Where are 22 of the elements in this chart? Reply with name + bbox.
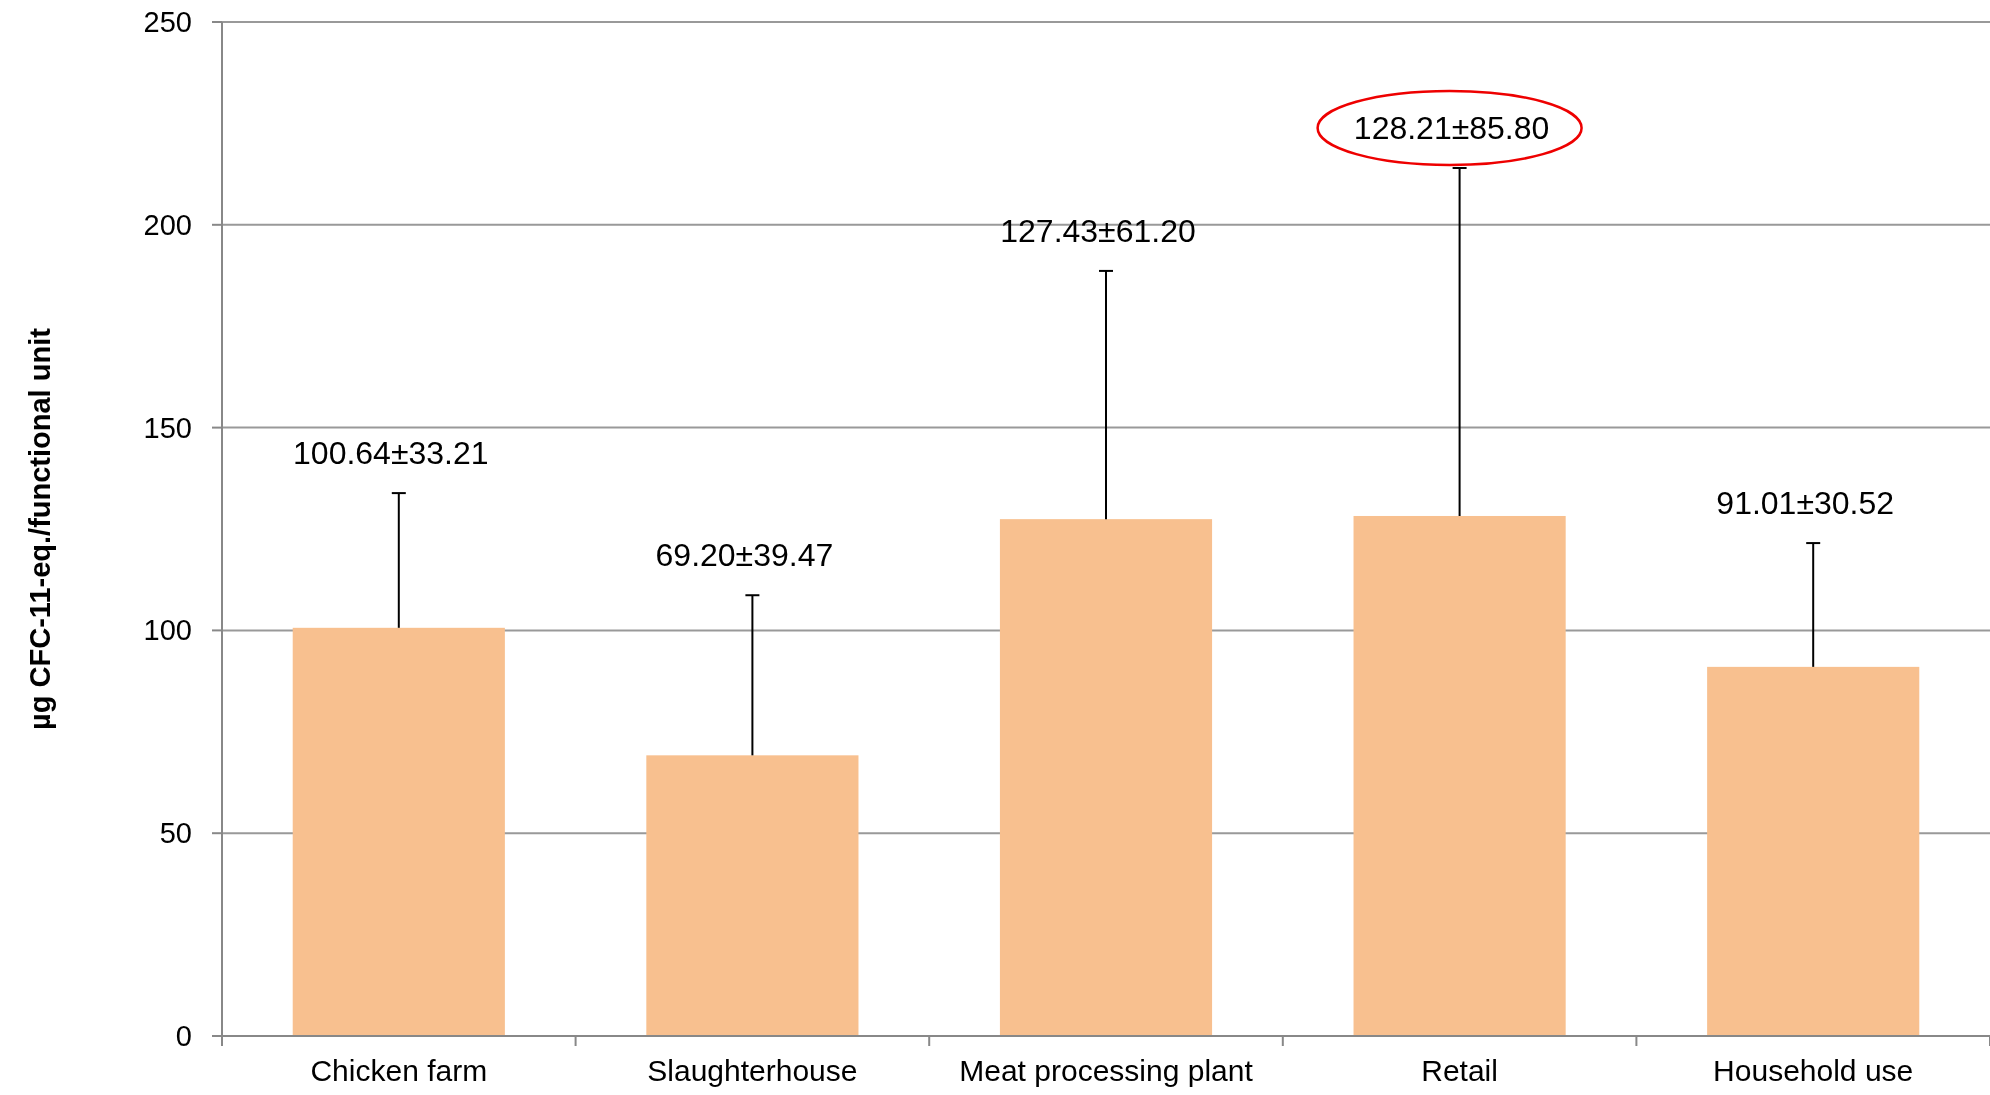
x-tick-label: Meat processing plant	[959, 1054, 1254, 1087]
y-tick-label: 100	[143, 614, 192, 647]
x-tick-label: Slaughterhouse	[647, 1054, 858, 1087]
x-tick-label: Retail	[1421, 1054, 1498, 1087]
y-tick-label: 0	[175, 1020, 192, 1052]
y-tick-label: 250	[143, 6, 192, 38]
y-tick-label: 150	[143, 411, 192, 444]
annotation: 128.21±85.80	[1353, 109, 1550, 146]
x-tick-label: Household use	[1713, 1054, 1914, 1087]
annotation: 127.43±61.20	[1000, 212, 1196, 249]
x-tick-label: Chicken farm	[310, 1054, 488, 1087]
annotation: 100.64±33.21	[293, 435, 489, 472]
annotation: 91.01±30.52	[1716, 485, 1895, 522]
y-axis-title: µg CFC-11-eq./functional unit	[24, 327, 56, 730]
bar	[292, 627, 505, 1036]
annotation: 69.20±39.47	[655, 537, 834, 574]
bar	[1353, 515, 1566, 1036]
bar	[646, 755, 859, 1036]
y-tick-label: 200	[143, 208, 192, 241]
bar	[999, 519, 1213, 1036]
bar	[1707, 666, 1920, 1036]
y-tick-label: 50	[159, 817, 192, 850]
